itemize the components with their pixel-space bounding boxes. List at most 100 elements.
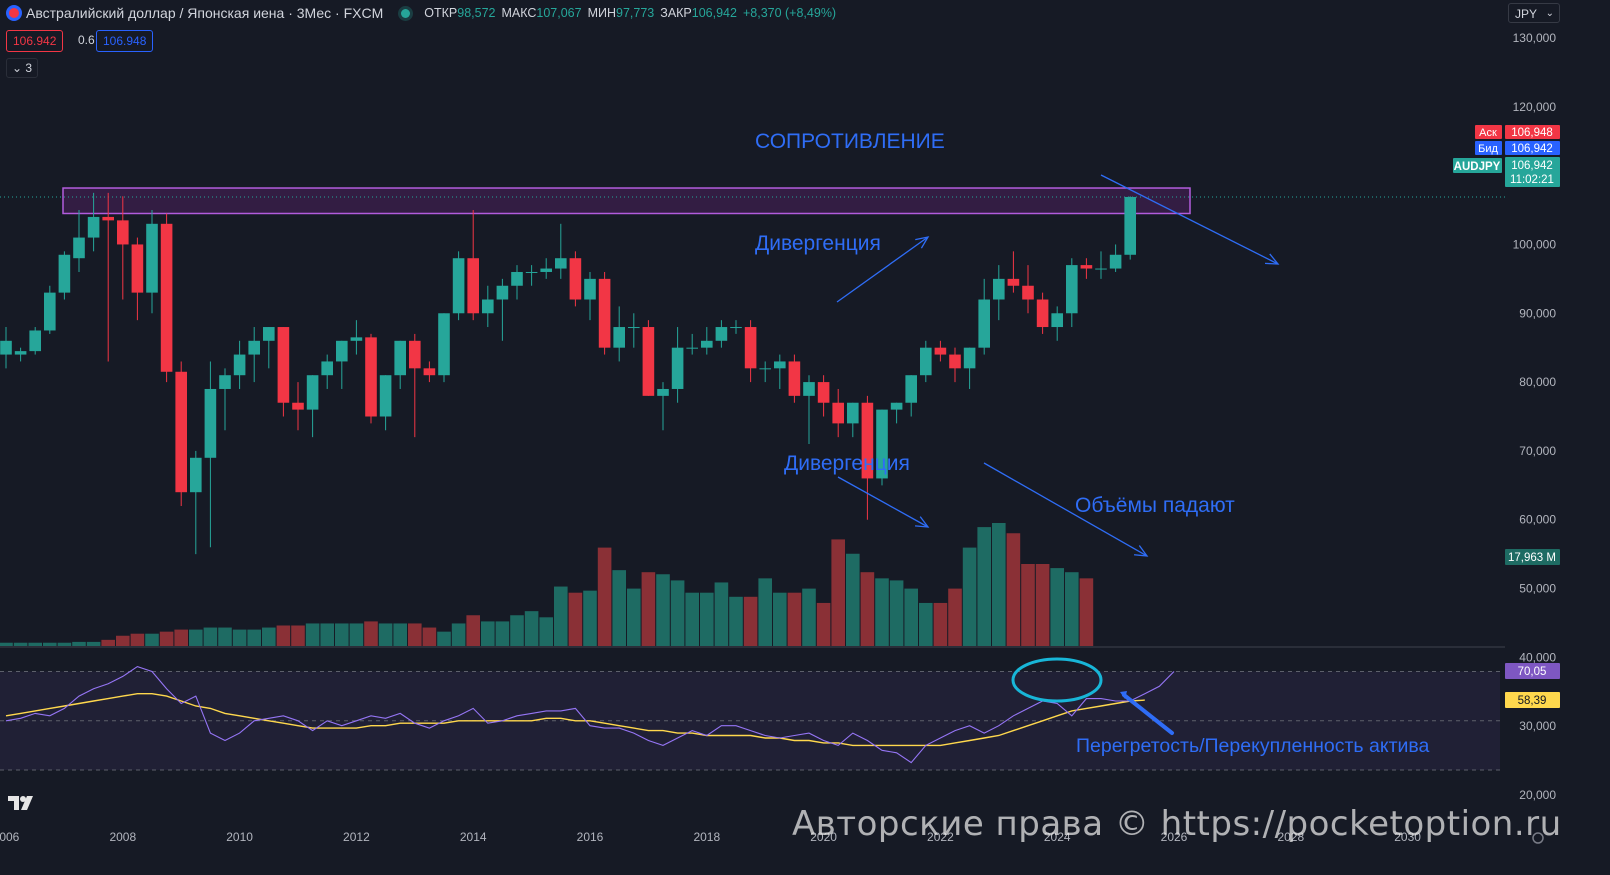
candle-body: [1080, 265, 1093, 269]
low-label: МИН: [587, 6, 617, 20]
volume-bar: [291, 625, 305, 646]
chevron-down-icon: ⌄: [1545, 8, 1554, 19]
x-tick-label: 2014: [460, 830, 487, 844]
high-label: МАКС: [501, 6, 537, 20]
candle-body: [934, 347, 947, 355]
candle-body: [306, 375, 319, 410]
candle-body: [117, 220, 129, 245]
buy-button[interactable]: 106.948: [96, 30, 154, 52]
rsi-line: [5, 665, 1175, 764]
sell-button[interactable]: 106.942: [6, 30, 64, 52]
close-value: 106,942: [691, 6, 737, 20]
bid-value: 106,942: [1511, 143, 1553, 155]
candle-body: [73, 237, 85, 259]
candle-body: [555, 258, 567, 269]
volume-bar: [247, 629, 261, 646]
change-value: +8,370 (+8,49%): [742, 6, 837, 20]
volume-bar: [13, 642, 28, 646]
candle-body: [102, 216, 114, 221]
candle-body: [58, 254, 71, 293]
chevron-down-icon: ⌄: [11, 61, 23, 75]
rsi-ma-value-badge: [1505, 692, 1560, 708]
volume-bar: [933, 602, 948, 646]
volume-bar: [889, 580, 904, 646]
candle-body: [628, 327, 640, 329]
candle-body: [248, 340, 260, 355]
candle-body: [920, 347, 932, 376]
volume-bar: [481, 621, 495, 646]
volume-bar: [685, 592, 699, 646]
volume-bar: [86, 641, 101, 646]
x-tick-label: 2006: [0, 830, 20, 844]
volume-bar: [28, 642, 42, 646]
volume-bar: [583, 590, 597, 646]
bid-label-badge: [1475, 141, 1502, 155]
y-tick-label: 80,000: [1519, 375, 1556, 389]
candle-body: [715, 327, 728, 341]
volume-divergence-arrow: [837, 476, 929, 528]
symbol-flag-icon: [6, 5, 22, 21]
volume-bar: [57, 642, 72, 646]
x-tick-label: 2028: [1277, 830, 1304, 844]
indicators-toggle-button[interactable]: ⌄ 3: [6, 58, 38, 78]
volume-bar: [919, 602, 933, 646]
candle-body: [1066, 265, 1078, 314]
candle-body: [1109, 254, 1122, 269]
volume-bar: [1035, 564, 1050, 646]
candle-body: [409, 340, 421, 369]
copyright-watermark: Авторские права © https://pocketoption.r…: [792, 804, 1562, 844]
candle-body: [0, 340, 12, 355]
candle-body: [160, 223, 173, 372]
candle-body: [788, 361, 801, 396]
candle-body: [496, 285, 509, 300]
volume-bar: [116, 635, 130, 646]
price-divergence-label: Дивергенция: [755, 232, 881, 255]
volume-bar: [437, 631, 451, 646]
volume-bar: [816, 602, 831, 646]
candle-body: [438, 313, 450, 376]
volume-bar: [393, 623, 407, 646]
volume-bar: [320, 623, 334, 646]
candle-body: [350, 337, 363, 341]
volume-bar: [1065, 572, 1079, 646]
x-tick-label: 2026: [1161, 830, 1188, 844]
volume-bar: [232, 629, 247, 646]
candle-body: [277, 327, 290, 403]
candle-body: [657, 388, 669, 396]
candle-body: [14, 351, 27, 355]
market-open-status-icon: [401, 8, 411, 18]
candle-body: [759, 368, 771, 370]
candle-body: [817, 382, 830, 403]
volume-bar: [670, 580, 685, 646]
candle-body: [1095, 268, 1107, 270]
low-value: 97,773: [616, 6, 655, 20]
candle-body: [905, 375, 917, 403]
candle-body: [292, 402, 304, 410]
volume-bar: [992, 523, 1006, 646]
volume-divergence-arrow-head: [914, 516, 930, 528]
candle-body: [1036, 299, 1049, 328]
volume-bar: [1050, 568, 1064, 646]
volume-bar: [218, 627, 232, 646]
candle-body: [584, 278, 596, 300]
candle-body: [671, 347, 684, 389]
candle-body: [511, 271, 523, 286]
x-tick-label: 2016: [577, 830, 604, 844]
y-tick-label: 130,000: [1513, 31, 1557, 45]
currency-select[interactable]: JPY ⌄: [1508, 3, 1560, 23]
y-tick-label: 100,000: [1513, 237, 1557, 251]
candle-body: [613, 327, 625, 348]
volume-bar: [262, 627, 276, 646]
candle-body: [744, 327, 757, 369]
volume-bar: [846, 553, 860, 646]
y-tick-label: 70,000: [1519, 444, 1556, 458]
close-label: ЗАКР: [660, 6, 692, 20]
volume-bar: [305, 623, 320, 646]
y-tick-label: 60,000: [1519, 513, 1556, 527]
spread-value: 0.6: [78, 33, 95, 47]
candle-body: [803, 382, 815, 396]
candle-body: [365, 337, 377, 417]
symbol-label: AUDJPY: [1454, 161, 1501, 173]
volume-bar: [962, 547, 977, 646]
